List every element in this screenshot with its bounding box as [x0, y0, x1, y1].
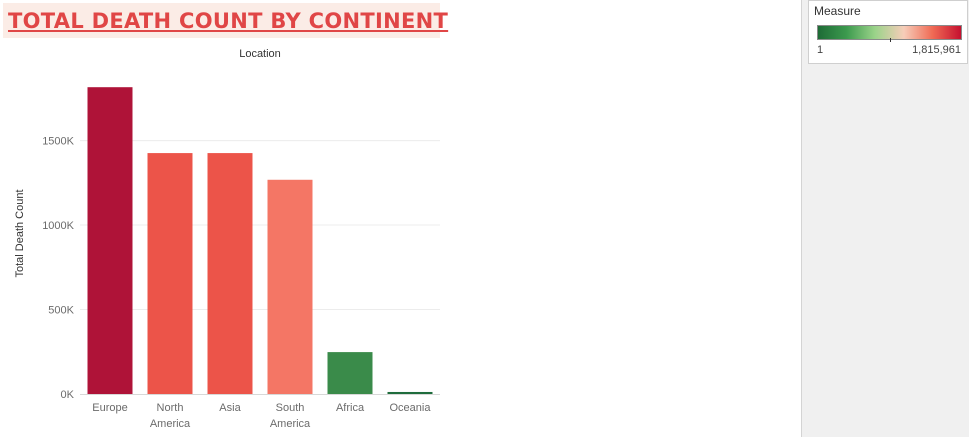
- column-header: Location: [239, 48, 281, 60]
- x-tick-label: South: [276, 402, 305, 414]
- bar-oceania[interactable]: [387, 391, 433, 394]
- bar-chart[interactable]: Location Total Death Count 0K 500K 1000K 1500…: [0, 40, 450, 437]
- x-tick-label: America: [150, 418, 191, 430]
- title-banner: TOTAL DEATH COUNT BY CONTINENT: [3, 3, 448, 38]
- page-title: TOTAL DEATH COUNT BY CONTINENT: [8, 9, 449, 33]
- bar-asia[interactable]: [207, 153, 253, 394]
- bar-europe[interactable]: [87, 87, 133, 394]
- bar-north-america[interactable]: [147, 153, 193, 394]
- bar-south-america[interactable]: [267, 179, 313, 394]
- legend-max-label: 1,815,961: [912, 44, 961, 56]
- color-legend[interactable]: Measure 1 1,815,961: [808, 0, 968, 64]
- y-tick-label: 1000K: [42, 220, 74, 232]
- color-ramp: [817, 25, 962, 40]
- x-tick-label: Asia: [219, 402, 241, 414]
- y-tick-label: 1500K: [42, 136, 74, 148]
- x-tick-label: Europe: [92, 402, 127, 414]
- x-tick-label: North: [157, 402, 184, 414]
- y-tick-label: 0K: [61, 389, 75, 401]
- bar-africa[interactable]: [327, 352, 373, 394]
- x-tick-label: Africa: [336, 402, 365, 414]
- legend-title: Measure: [814, 4, 861, 18]
- y-tick-label: 500K: [48, 305, 74, 317]
- legend-min-label: 1: [817, 44, 824, 56]
- ramp-center-tick: [890, 38, 891, 42]
- legend-panel: [801, 0, 969, 437]
- y-axis-title: Total Death Count: [14, 189, 26, 277]
- x-tick-label: America: [270, 418, 311, 430]
- x-tick-label: Oceania: [390, 402, 432, 414]
